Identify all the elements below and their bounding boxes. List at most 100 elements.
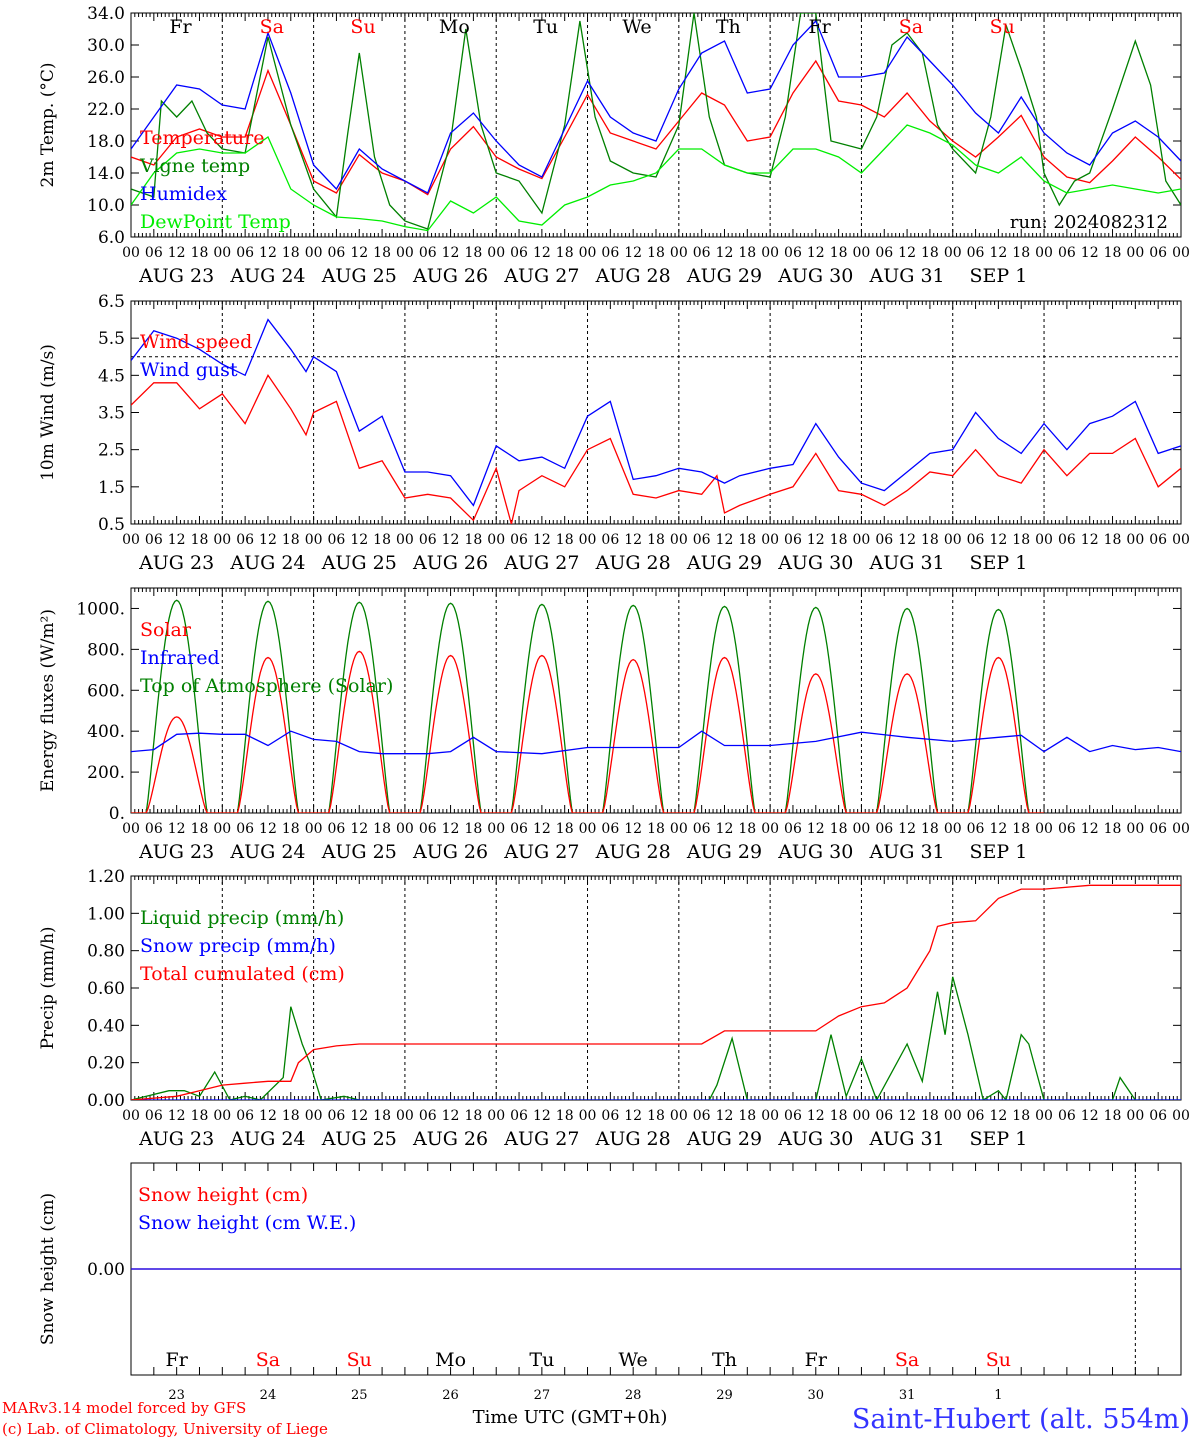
day-number-label: 26 [442,1388,459,1403]
hour-tick-label: 12 [1081,245,1099,261]
day-of-week-label: Fr [169,16,192,38]
hour-tick-label: 06 [784,821,802,837]
day-of-week-label: Su [350,16,375,38]
hour-tick-label: 12 [533,532,551,548]
hour-tick-label: 12 [898,1108,916,1124]
hour-tick-label: 00 [761,821,779,837]
date-label: AUG 24 [229,841,305,863]
y-tick-label: 26.0 [87,68,125,88]
hour-tick-label: 06 [784,532,802,548]
hour-tick-label: 18 [1104,821,1122,837]
hour-tick-label: 00 [1126,245,1144,261]
hour-tick-label: 18 [191,1108,209,1124]
hour-tick-label: 18 [282,821,300,837]
hour-tick-label: 06 [328,1108,346,1124]
hour-tick-label: 18 [1012,821,1030,837]
hour-tick-label: 00 [670,1108,688,1124]
hour-tick-label: 12 [624,1108,642,1124]
date-label: AUG 23 [138,841,214,863]
hour-tick-label: 12 [898,821,916,837]
hour-tick-label: 06 [328,532,346,548]
date-label: AUG 27 [503,841,579,863]
plot-frame [130,587,1182,814]
hour-tick-label: 18 [830,532,848,548]
y-tick-label: 1.5 [98,478,125,498]
y-tick-label: 0. [109,804,125,824]
hour-tick-label: 18 [282,245,300,261]
y-tick-label: 0.40 [87,1016,125,1036]
series-line [131,884,1181,1100]
y-tick-label: 14.0 [87,164,125,184]
hour-tick-label: 18 [373,245,391,261]
hour-tick-label: 18 [738,532,756,548]
y-tick-label: 0.80 [87,942,125,962]
hour-tick-label: 18 [191,821,209,837]
hour-tick-label: 06 [1058,821,1076,837]
hour-tick-label: 12 [989,821,1007,837]
hour-tick-label: 00 [213,532,231,548]
date-label: AUG 31 [869,1128,945,1150]
y-tick-label: 0.60 [87,979,125,999]
hour-tick-label: 18 [921,532,939,548]
hour-tick-label: 12 [1081,821,1099,837]
hour-tick-label: 12 [168,1108,186,1124]
station-title: Saint-Hubert (alt. 554m) [852,1404,1190,1435]
legend-entry: Temperature [140,127,264,149]
hour-tick-label: 06 [510,1108,528,1124]
hour-tick-label: 00 [944,245,962,261]
legend-entry: DewPoint Temp [140,211,291,233]
hour-tick-label: 06 [510,532,528,548]
legend-entry: Liquid precip (mm/h) [140,907,344,929]
hour-tick-label: 12 [624,245,642,261]
date-label: AUG 29 [686,265,762,287]
hour-tick-label: 00 [305,245,323,261]
hour-tick-label: 18 [556,1108,574,1124]
hour-tick-label: 18 [464,821,482,837]
hour-tick-label: 00 [579,821,597,837]
hour-tick-label: 00 [1035,532,1053,548]
hour-tick-label: 00 [1172,245,1190,261]
date-label: AUG 25 [321,265,397,287]
hour-tick-label: 12 [807,821,825,837]
day-of-week-label: Th [712,1349,737,1371]
hour-tick-label: 00 [487,1108,505,1124]
hour-tick-label: 00 [944,1108,962,1124]
series-line [131,730,1181,755]
date-label: AUG 30 [777,841,853,863]
series-line [131,124,1181,232]
panel-4: 0.00 0.20 0.40 0.60 0.80 1.00 1.20 Precip (mm/h… [38,867,1190,1150]
legend-entry: Wind gust [140,359,238,381]
day-of-week-label: Fr [808,16,831,38]
day-of-week-label: Sa [899,16,923,38]
hour-tick-label: 12 [350,821,368,837]
hour-tick-label: 06 [693,1108,711,1124]
hour-tick-label: 00 [122,532,140,548]
hour-tick-label: 06 [145,1108,163,1124]
panel-2: 0.5 1.5 2.5 3.5 4.5 5.5 6.5 10m Wind (m/s) Wind … [38,292,1190,574]
hour-tick-label: 00 [670,532,688,548]
date-label: AUG 28 [595,552,671,574]
y-axis-label: 10m Wind (m/s) [38,344,58,481]
hour-tick-label: 06 [875,1108,893,1124]
hour-tick-label: 12 [350,532,368,548]
date-label: AUG 31 [869,265,945,287]
y-tick-label: 0.00 [87,1091,125,1111]
hour-tick-label: 12 [533,245,551,261]
hour-tick-label: 06 [328,821,346,837]
hour-tick-label: 06 [328,245,346,261]
hour-tick-label: 06 [510,821,528,837]
hour-tick-label: 06 [236,821,254,837]
legend-entry: Humidex [140,183,227,205]
hour-tick-label: 12 [168,821,186,837]
hour-tick-label: 06 [1149,532,1167,548]
footer-axis-label: Time UTC (GMT+0h) [473,1407,668,1428]
hour-tick-label: 12 [442,245,460,261]
date-label: AUG 24 [229,265,305,287]
hour-tick-label: 18 [1012,532,1030,548]
hour-tick-label: 06 [784,1108,802,1124]
series-line [131,976,1181,1100]
y-tick-label: 400. [87,722,125,742]
hour-tick-label: 06 [967,821,985,837]
legend-entry: Top of Atmosphere (Solar) [140,675,393,697]
